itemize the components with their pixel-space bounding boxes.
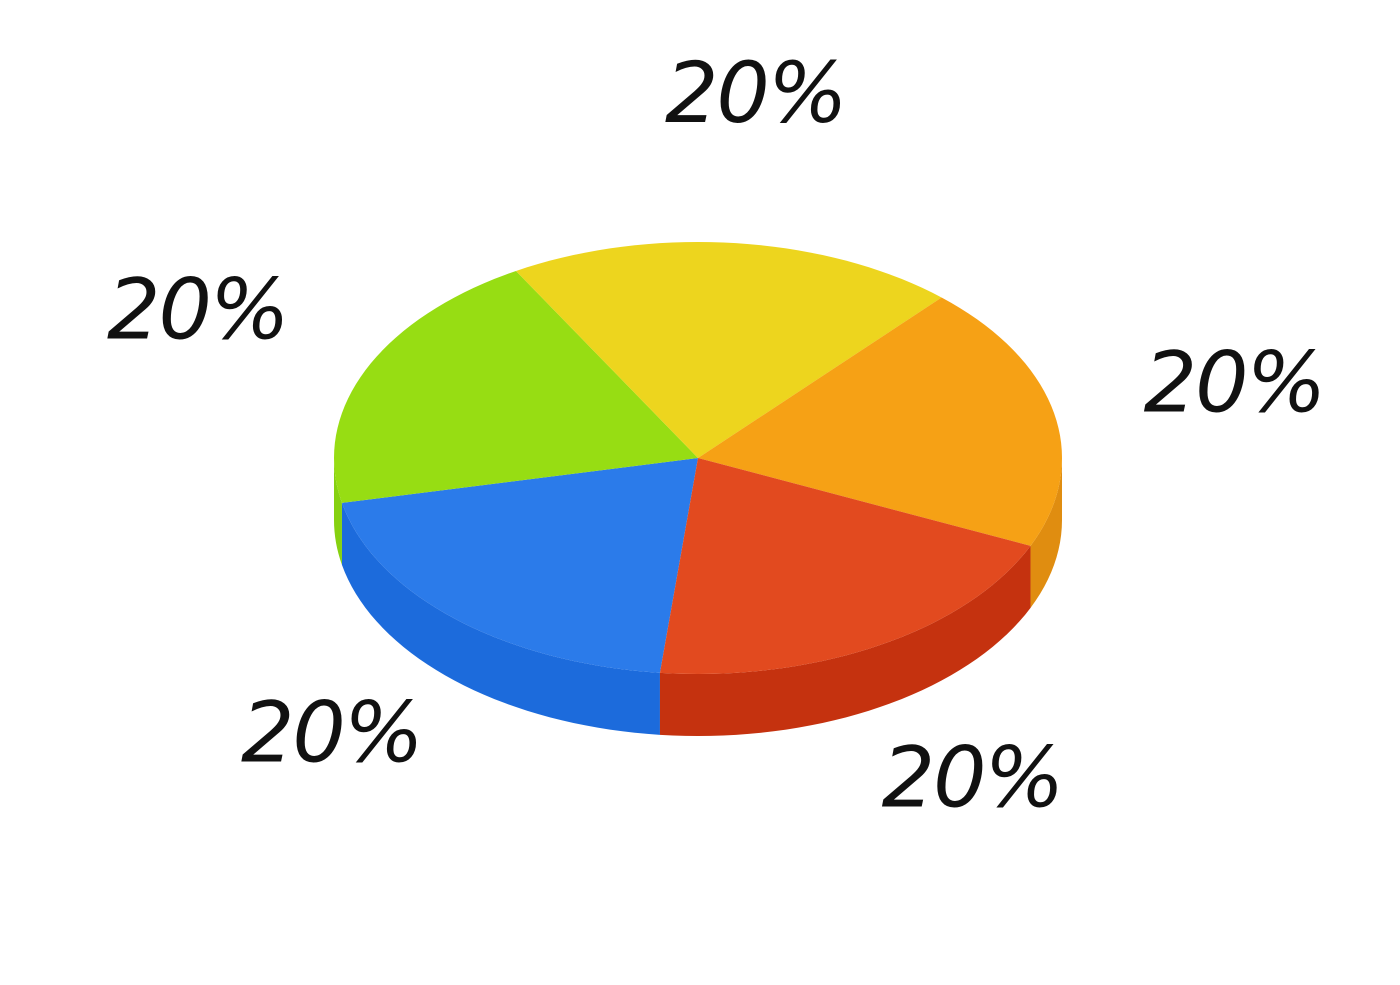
pie-slice-4 xyxy=(698,297,1062,546)
pie-slice-label-3: 20% xyxy=(665,44,846,142)
pie-slice-label-2: 20% xyxy=(107,260,288,358)
pie-slice-label-4: 20% xyxy=(1144,334,1325,432)
pie-label-layer: 20% 20% 20% 20% 20% xyxy=(107,44,1326,827)
pie-slice-5 xyxy=(659,458,1031,674)
pie-slice-side-4 xyxy=(1030,458,1062,608)
pie-top-layer xyxy=(334,242,1062,674)
pie-slice-label-5: 20% xyxy=(882,729,1063,827)
pie-slice-side-1 xyxy=(341,502,660,735)
pie-slice-1 xyxy=(341,458,698,673)
pie-slice-label-1: 20% xyxy=(241,684,422,782)
pie-side-layer xyxy=(334,458,1062,736)
pie-slice-side-2 xyxy=(334,458,342,565)
pie-slice-3 xyxy=(516,242,942,458)
pie-slice-side-5 xyxy=(659,545,1031,736)
pie-slice-2 xyxy=(334,270,698,503)
